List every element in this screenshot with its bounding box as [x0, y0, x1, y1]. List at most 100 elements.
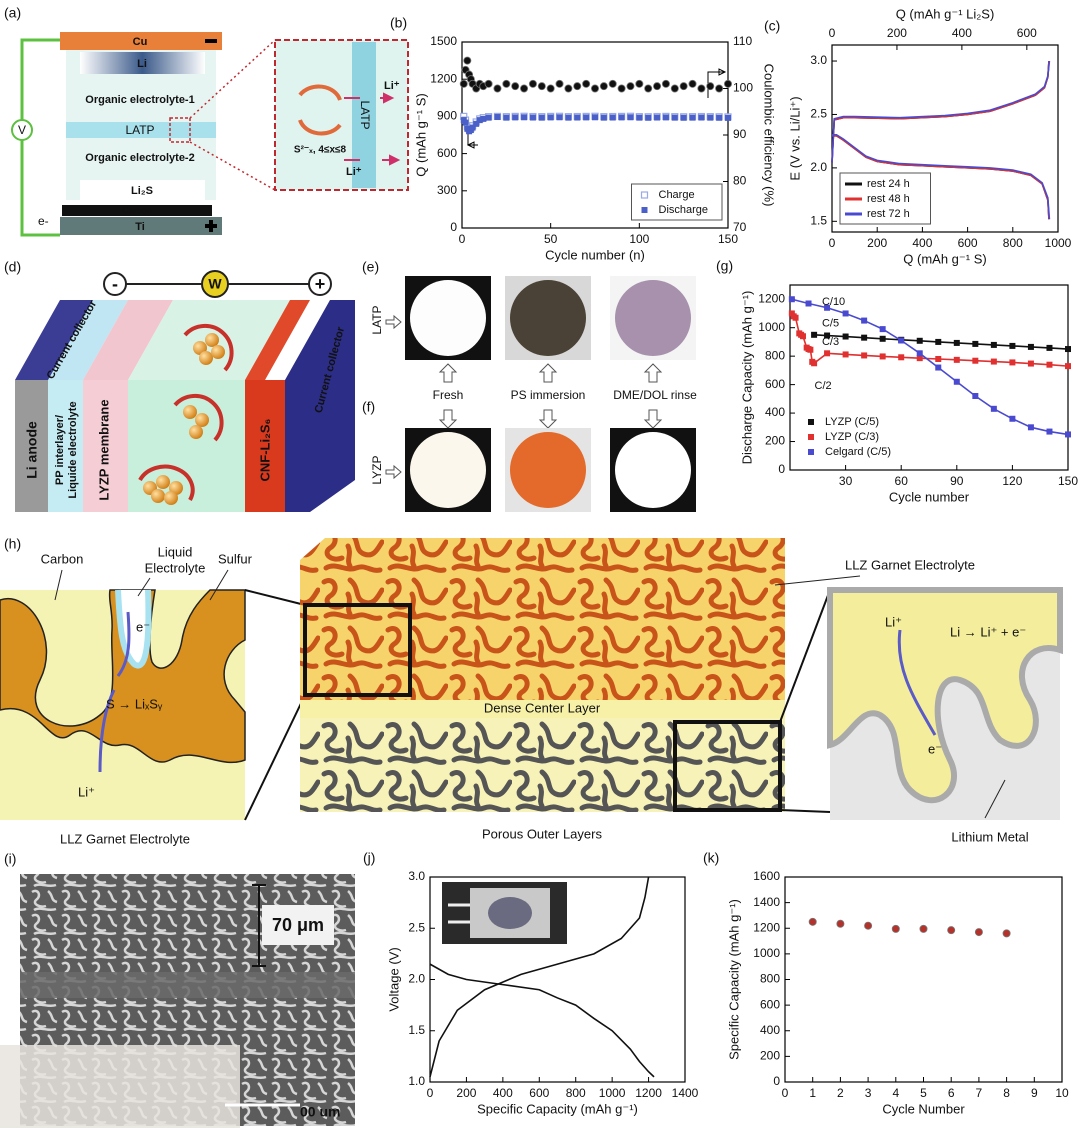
panel-label: (k): [703, 850, 719, 866]
series-line: [831, 60, 1051, 163]
x-tick-label: 30: [839, 474, 853, 488]
collector-right: [285, 300, 355, 512]
data-point: [1027, 424, 1034, 431]
data-point: [1046, 344, 1053, 351]
data-point: [644, 84, 653, 93]
interlayer-top: [48, 300, 128, 380]
x-tick-label: 1400: [672, 1086, 699, 1100]
legend-label: Discharge: [659, 204, 709, 216]
garnet-label: LLZ Garnet Electrolyte: [845, 557, 975, 572]
zoom-line: [244, 694, 306, 821]
annotation: C/2: [815, 380, 832, 392]
data-point: [972, 393, 979, 399]
sphere: [195, 413, 209, 427]
x-tick-label: 4: [892, 1086, 899, 1100]
plus-sign: [205, 220, 217, 232]
x-tick-label: 8: [1003, 1086, 1010, 1100]
data-point: [824, 332, 831, 339]
x-tick-label: 400: [912, 236, 932, 250]
step-label: Fresh: [433, 388, 464, 402]
data-point: [799, 333, 806, 340]
y2-tick-label: 110: [733, 34, 752, 48]
x-tick-label: 200: [456, 1086, 476, 1100]
data-point: [707, 114, 714, 121]
data-point: [698, 114, 705, 121]
data-point: [645, 114, 652, 121]
electron-label: e⁻: [928, 741, 942, 756]
sulfur-carbon: [0, 589, 246, 764]
data-point: [670, 84, 679, 93]
data-point: [725, 114, 731, 121]
sphere: [156, 475, 170, 489]
data-point: [520, 84, 529, 93]
data-point: [609, 114, 616, 121]
leader: [137, 577, 151, 597]
data-point: [990, 341, 997, 348]
x-tick-label: 60: [895, 474, 909, 488]
panel-label: (j): [363, 850, 375, 866]
li-arrow: [344, 154, 401, 166]
legend-label: LYZP (C/3): [825, 431, 879, 443]
x-tick-label: 2: [837, 1086, 844, 1100]
data-point: [654, 114, 661, 121]
thickness-label: 70 μm: [272, 915, 324, 935]
x-tick-label: 9: [1031, 1086, 1038, 1100]
x-tick-label: 150: [718, 232, 738, 246]
x-axis-label: Specific Capacity (mAh g⁻¹): [477, 1101, 638, 1116]
y-tick-label: 3.0: [810, 53, 827, 67]
series-line: [832, 135, 1050, 220]
x-axis-label: Cycle Number: [882, 1101, 965, 1116]
x-tick-label: 50: [544, 232, 558, 246]
y-tick-label: 2.5: [810, 107, 827, 121]
circular-arrow: [298, 119, 342, 136]
data-point: [953, 378, 960, 385]
terminal: [103, 272, 127, 296]
y-tick-label: 1200: [758, 291, 785, 305]
plot-frame: [789, 284, 1069, 471]
sphere: [164, 491, 178, 505]
legend-swatch: [641, 207, 648, 213]
anode-label: Li anode: [24, 421, 40, 479]
panel-label: (b): [390, 15, 407, 31]
y-tick-label: 1500: [430, 34, 457, 48]
data-point: [1027, 343, 1034, 350]
liquid-label: Electrolyte: [145, 560, 206, 575]
sphere: [189, 425, 203, 439]
y-tick-label: 1600: [753, 869, 780, 883]
annotation: C/10: [822, 296, 845, 308]
row-label: LYZP: [370, 455, 384, 484]
zoom-source: [169, 117, 191, 143]
panel-h: (h) Carbon Liquid Electrolyte Sulfur e⁻ …: [0, 536, 1063, 846]
lithium-label: Lithium Metal: [951, 829, 1028, 844]
porous-label: Porous Outer Layers: [482, 826, 602, 841]
data-point: [953, 339, 960, 346]
zoom-box: [274, 39, 409, 191]
sphere: [183, 405, 197, 419]
data-point: [1027, 360, 1034, 367]
li-label: Li⁺: [885, 614, 902, 629]
data-point: [565, 114, 572, 121]
li-ion-label: Li⁺: [346, 166, 362, 178]
circular-arrow: [183, 323, 234, 372]
series-line: [832, 133, 1051, 220]
y-tick-label: 1000: [753, 946, 780, 960]
li-label: Li⁺: [78, 784, 95, 799]
panel-label: (e): [362, 259, 379, 275]
x-tick-label: 600: [529, 1086, 549, 1100]
pellet: [615, 432, 691, 508]
panel-ef: (e) LATP Fresh PS immersion DME/DOL rins…: [362, 259, 697, 512]
x-tick-label: 800: [566, 1086, 586, 1100]
panel-i: (i) 70 μm 00 um: [0, 851, 355, 1128]
data-point: [935, 364, 942, 371]
step-arrows: [438, 363, 663, 383]
data-point: [528, 79, 537, 88]
legend-label: rest 24 h: [867, 178, 910, 190]
electrolyte-label: Organic electrolyte-1: [85, 94, 194, 106]
li-ion-label: Li⁺: [384, 80, 400, 92]
x-tick-label: 90: [950, 474, 964, 488]
polysulfide-clusters: [138, 323, 234, 505]
data-point: [574, 114, 581, 121]
li-label: Li: [137, 58, 147, 70]
load-label: W: [208, 276, 222, 292]
data-point: [715, 84, 724, 93]
